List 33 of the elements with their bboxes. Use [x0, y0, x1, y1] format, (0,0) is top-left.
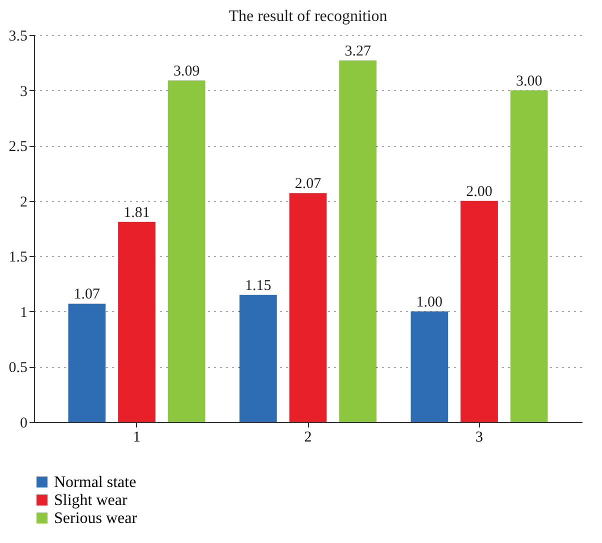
bar — [118, 222, 156, 422]
legend-label: Slight wear — [54, 492, 128, 509]
x-tick-label: 2 — [304, 430, 312, 446]
data-label: 1.07 — [74, 286, 101, 303]
data-label: 2.07 — [294, 176, 322, 192]
bar — [289, 193, 327, 422]
chart-title: The result of recognition — [228, 8, 388, 25]
data-label: 3.09 — [173, 63, 200, 80]
data-label: 1.00 — [416, 294, 443, 310]
bar — [510, 90, 548, 422]
bar — [168, 80, 206, 422]
y-tick-label: 1.5 — [8, 250, 28, 266]
y-tick-label: 0 — [20, 416, 28, 432]
data-label: 2.00 — [466, 184, 492, 200]
legend-label: Serious wear — [54, 510, 138, 527]
bar — [339, 60, 376, 422]
y-tick-label: 0.5 — [8, 360, 28, 376]
y-tick-label: 3 — [20, 84, 28, 100]
legend-label: Normal state — [54, 474, 136, 491]
y-tick-label: 2.5 — [8, 139, 28, 156]
data-label: 1.81 — [124, 204, 150, 221]
bar — [410, 311, 448, 422]
bar — [68, 304, 106, 422]
data-label: 1.15 — [245, 278, 272, 294]
data-label: 3.27 — [344, 43, 372, 60]
y-tick-label: 1 — [20, 304, 28, 321]
x-tick-label: 1 — [133, 430, 140, 446]
bar — [460, 200, 498, 422]
y-tick-label: 2 — [20, 194, 28, 210]
data-label: 3.00 — [516, 73, 542, 90]
bar — [240, 294, 277, 422]
x-tick-label: 3 — [476, 430, 483, 446]
y-tick-label: 3.5 — [8, 28, 28, 44]
